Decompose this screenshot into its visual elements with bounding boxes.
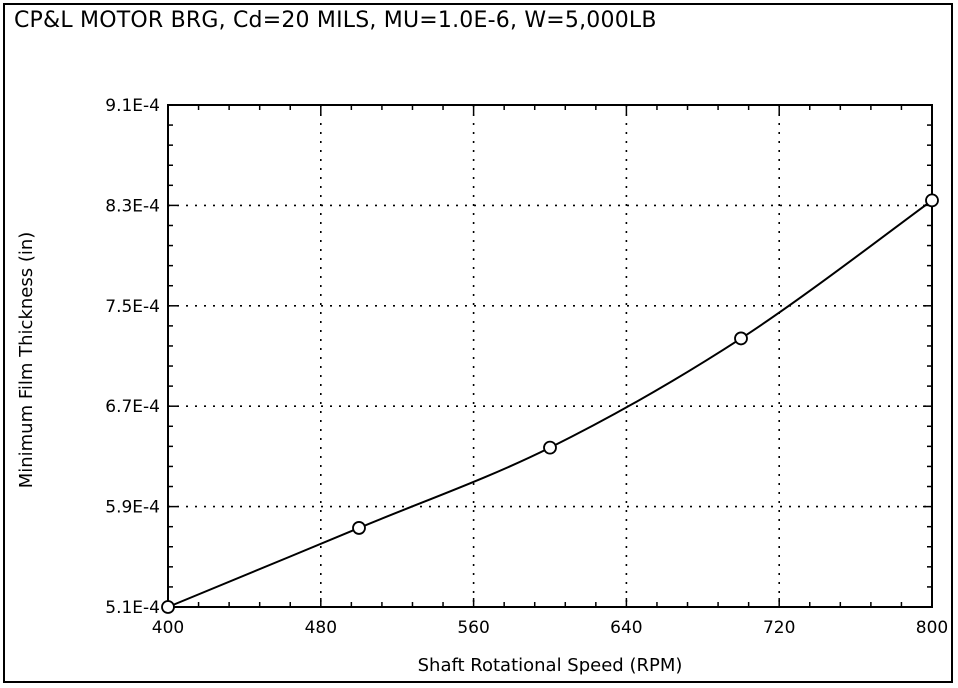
x-tick-label: 400 <box>152 618 184 638</box>
y-tick-label: 8.3E-4 <box>105 196 160 216</box>
series-markers <box>161 193 939 614</box>
x-tick-label: 560 <box>457 618 489 638</box>
y-tick-labels: 5.1E-4 5.9E-4 6.7E-4 7.5E-4 8.3E-4 9.1E-4 <box>105 96 160 618</box>
y-tick-label: 5.9E-4 <box>105 498 160 518</box>
y-axis-label: Minimum Film Thickness (in) <box>16 232 37 489</box>
chart-title: CP&L MOTOR BRG, Cd=20 MILS, MU=1.0E-6, W… <box>14 8 657 33</box>
grid-lines <box>168 105 932 607</box>
data-point-marker <box>161 600 175 614</box>
plot-area <box>167 104 933 608</box>
x-tick-label: 640 <box>610 618 642 638</box>
data-point-marker <box>352 521 366 535</box>
y-tick-label: 9.1E-4 <box>105 96 160 116</box>
x-tick-labels: 400 480 560 640 720 800 <box>152 618 948 638</box>
minor-ticks <box>167 104 933 608</box>
y-tick-label: 6.7E-4 <box>105 397 160 417</box>
data-point-marker <box>925 193 939 208</box>
series-line <box>167 199 933 608</box>
data-point-marker <box>543 440 557 455</box>
data-point-marker <box>734 331 748 346</box>
x-tick-label: 480 <box>305 618 337 638</box>
x-axis-label: Shaft Rotational Speed (RPM) <box>418 655 683 676</box>
x-tick-label: 800 <box>916 618 948 638</box>
series-curve <box>167 199 933 608</box>
chart-frame <box>3 3 953 683</box>
y-tick-label: 7.5E-4 <box>105 297 160 317</box>
y-tick-label: 5.1E-4 <box>105 598 160 618</box>
x-tick-label: 720 <box>763 618 795 638</box>
